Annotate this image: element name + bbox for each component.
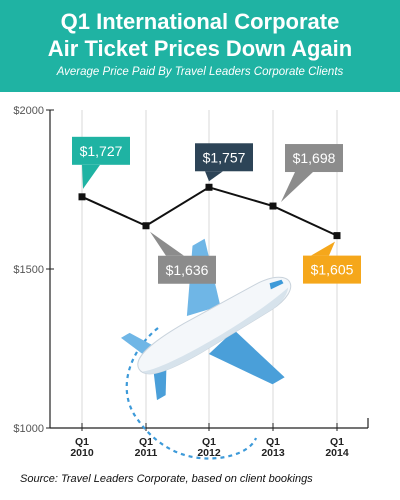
airplane-wing-lower [208, 330, 285, 385]
data-label-box [303, 255, 361, 284]
chart-subtitle: Average Price Paid By Travel Leaders Cor… [56, 66, 344, 78]
data-label: $1,698 [293, 150, 336, 166]
data-point [333, 232, 341, 240]
x-tick-label-line: Q1 [139, 436, 153, 448]
x-tick-label-line: Q1 [75, 436, 89, 448]
flight-path-dashed [125, 327, 258, 460]
x-tick-label: Q1 2012 [197, 436, 221, 459]
source-note: Source: Travel Leaders Corporate, based … [20, 473, 313, 485]
title-line-1: Q1 International Corporate [60, 9, 340, 34]
airplane-icon [120, 238, 292, 401]
airplane-tail-lower [153, 364, 167, 401]
title-line-2: Air Ticket Prices Down Again [47, 36, 353, 61]
data-label-box [285, 144, 343, 173]
x-tick-label-line: Q1 [202, 436, 216, 448]
data-point [78, 193, 86, 201]
data-point [142, 222, 150, 230]
x-tick-label-line: 2014 [325, 447, 349, 459]
data-label: $1,727 [80, 143, 123, 159]
data-point [269, 202, 277, 210]
data-label: $1,636 [166, 262, 209, 278]
x-tick-label-line: 2010 [70, 447, 94, 459]
header-banner: Q1 International Corporate Air Ticket Pr… [0, 0, 400, 92]
data-label-box [195, 143, 253, 172]
x-tick-label: Q1 2014 [325, 436, 349, 459]
data-label-pointer [205, 171, 223, 182]
y-tick-label: $2000 [13, 105, 44, 117]
data-label-pointer [82, 164, 100, 189]
x-tick-label: Q1 2011 [135, 436, 158, 459]
data-label-pointer [311, 241, 335, 256]
x-tick-label-line: Q1 [266, 436, 280, 448]
y-tick-label: $1500 [13, 264, 44, 276]
y-tick-label: $1000 [13, 423, 44, 435]
x-tick-label-line: 2013 [261, 447, 285, 459]
x-tick-label: Q1 2010 [70, 436, 94, 459]
data-label: $1,605 [311, 262, 354, 278]
x-tick-label-line: 2011 [135, 447, 158, 459]
airplane-cockpit-window [269, 279, 284, 290]
x-tick-label-line: Q1 [330, 436, 344, 448]
chart-title: Q1 International Corporate Air Ticket Pr… [0, 8, 400, 62]
data-point [205, 183, 213, 191]
data-label: $1,757 [203, 149, 246, 165]
data-label-pointer [150, 231, 184, 256]
data-label-box [158, 255, 216, 284]
x-tick-label-line: 2012 [197, 447, 221, 459]
x-tick-label: Q1 2013 [261, 436, 285, 459]
data-label-pointer [281, 172, 313, 203]
data-label-box [72, 136, 130, 165]
